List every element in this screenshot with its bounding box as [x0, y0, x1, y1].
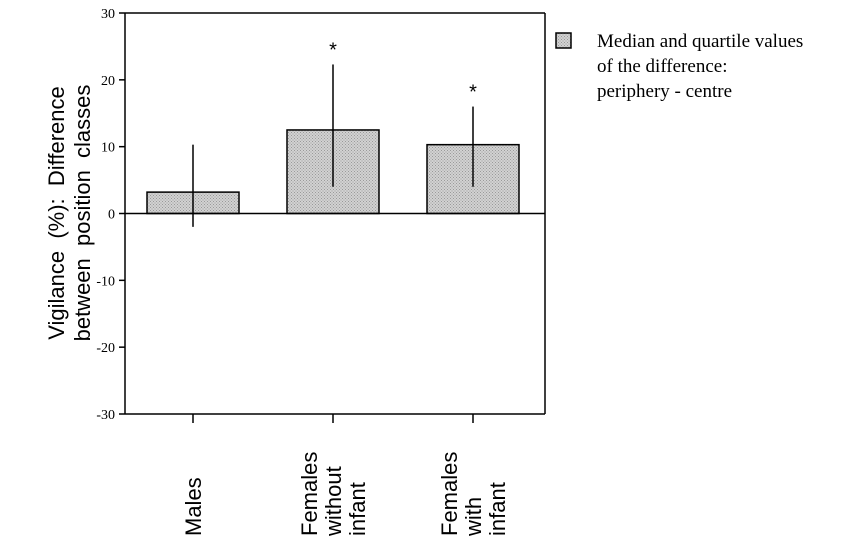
y-tick-label-5: -20 [96, 341, 115, 356]
y-tick-label-3: 0 [108, 208, 115, 223]
legend: Median and quartile values of the differ… [555, 31, 803, 102]
y-tick-label-0: 30 [101, 7, 115, 22]
significance-markers: ** [329, 39, 477, 103]
legend-line-1: Median and quartile values [597, 31, 803, 52]
x-axis-ticks [192, 414, 474, 423]
y-axis-title-line-1: Vigilance (%): Difference [44, 86, 69, 340]
category-label-1-line-0: Females [297, 452, 322, 536]
y-tick-label-6: -30 [96, 408, 115, 423]
category-label-0-line-0: Males [181, 477, 206, 536]
legend-line-3: periphery - centre [597, 81, 732, 102]
category-label-2-line-2: infant [485, 482, 510, 536]
legend-swatch [555, 32, 572, 49]
category-label-1-line-2: infant [345, 482, 370, 536]
significance-star-2: * [469, 82, 477, 104]
y-axis-title: Vigilance (%): Difference between positi… [44, 85, 95, 342]
category-label-1-line-1: without [321, 466, 346, 537]
category-label-2-line-0: Females [437, 452, 462, 536]
y-axis-title-line-2: between position classes [70, 85, 95, 342]
y-axis-ticks: 30 20 10 0 -10 -20 -30 [96, 7, 125, 423]
category-labels: Males Females without infant Females with infa… [181, 452, 510, 537]
quartile-lines [192, 64, 474, 227]
y-tick-label-2: 10 [101, 141, 115, 156]
significance-star-1: * [329, 39, 337, 61]
legend-line-2: of the difference: [597, 56, 727, 77]
y-tick-label-4: -10 [96, 274, 115, 289]
category-label-2-line-1: with [461, 497, 486, 537]
y-tick-label-1: 20 [101, 74, 115, 89]
